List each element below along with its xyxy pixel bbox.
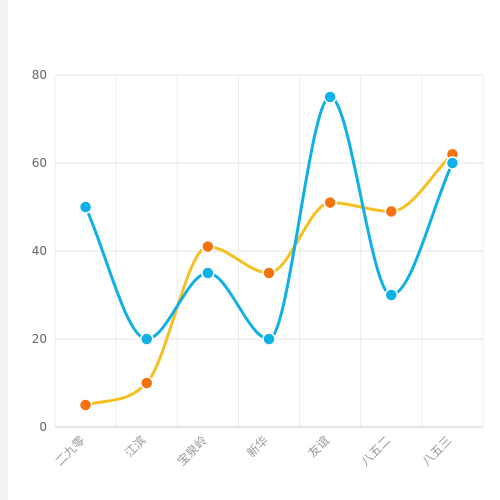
x-tick-label: 宝泉岭	[175, 433, 210, 468]
series-2-point[interactable]	[323, 90, 337, 104]
y-tick-label: 80	[32, 68, 47, 82]
series-1-point[interactable]	[78, 398, 93, 412]
series-2-point[interactable]	[139, 332, 154, 346]
x-tick-label: 江滨	[121, 433, 149, 461]
grid-lines	[54, 74, 484, 428]
series-2-point[interactable]	[78, 200, 93, 214]
series-1-point[interactable]	[323, 195, 337, 210]
series-2-point[interactable]	[384, 288, 399, 302]
series-line-2	[84, 95, 454, 341]
y-tick-label: 20	[32, 332, 47, 346]
series-2-point[interactable]	[201, 266, 215, 280]
series-2-point[interactable]	[262, 332, 276, 346]
y-tick-label: 0	[39, 420, 47, 434]
series-1-point[interactable]	[201, 239, 215, 254]
y-tick-label: 40	[32, 244, 47, 258]
series-2-point[interactable]	[445, 156, 460, 170]
x-tick-label: 二九零	[52, 433, 87, 468]
x-tick-label: 新华	[244, 433, 272, 461]
x-tick-label: 八五三	[419, 433, 454, 468]
x-axis: 二九零 江滨 宝泉岭 新华 友谊 八五二 八五三	[52, 426, 483, 469]
series-1-point[interactable]	[262, 266, 276, 280]
y-tick-label: 60	[32, 156, 47, 170]
left-panel-edge	[0, 0, 8, 500]
series-points	[78, 90, 460, 412]
y-axis: 0 20 40 60 80	[32, 68, 47, 434]
series-1-point[interactable]	[139, 376, 154, 390]
x-tick-label: 八五二	[358, 433, 393, 468]
x-tick-label: 友谊	[305, 433, 333, 461]
series-1-point[interactable]	[384, 204, 399, 219]
